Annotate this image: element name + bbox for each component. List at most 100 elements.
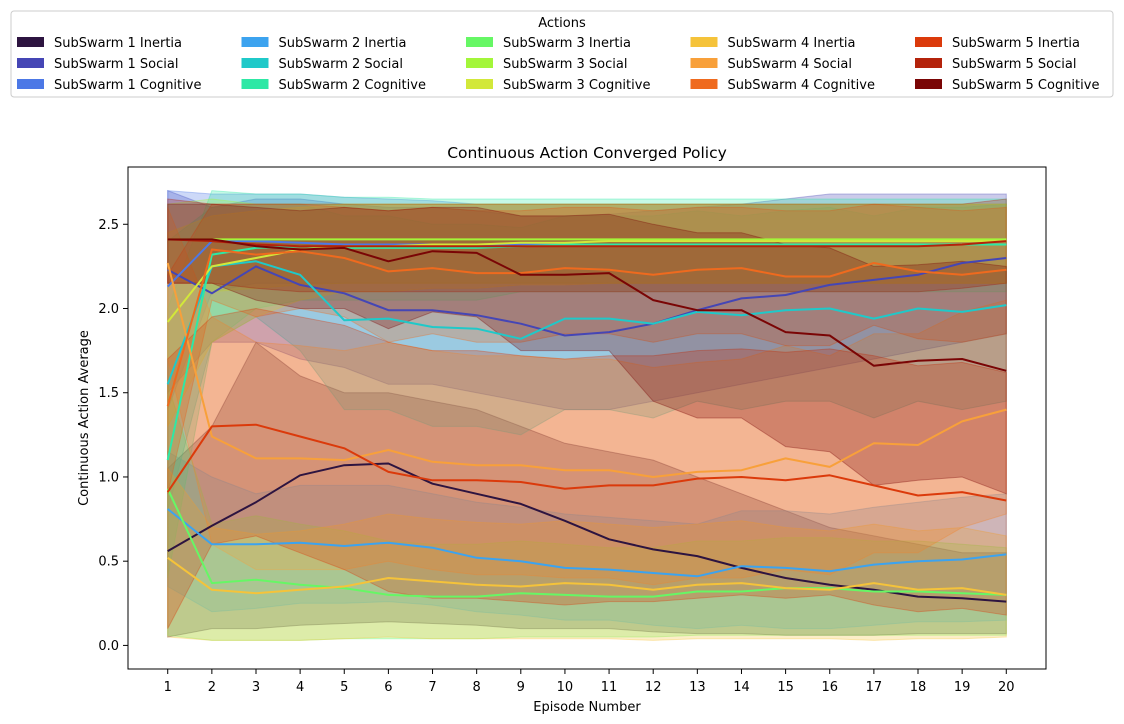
x-axis: 1 2 3 4 5 6 7 8 9 10 11 12 13 14 15 16 17 18 19 20 [164, 669, 1015, 695]
x-tick-label: 18 [910, 680, 927, 695]
legend-label: SubSwarm 5 Social [952, 57, 1076, 72]
legend-entry-subswarm-3-inertia: SubSwarm 3 Inertia [466, 36, 631, 51]
legend-swatch [690, 37, 718, 47]
legend-entry-subswarm-1-inertia: SubSwarm 1 Inertia [17, 36, 182, 51]
plot-area-frame [127, 166, 1047, 670]
legend-label: SubSwarm 1 Social [54, 57, 178, 72]
legend-label: SubSwarm 3 Cognitive [503, 78, 650, 93]
legend-label: SubSwarm 2 Social [279, 57, 403, 72]
legend-swatch [17, 58, 44, 68]
legend-label: SubSwarm 5 Inertia [952, 36, 1080, 51]
legend-label: SubSwarm 4 Cognitive [728, 78, 875, 93]
legend: Actions SubSwarm 1 Inertia SubSwarm 1 Soc… [10, 10, 1114, 98]
legend-entry-subswarm-5-cognitive: SubSwarm 5 Cognitive [915, 78, 1099, 93]
subswarm-5-inertia-line [166, 423, 1007, 502]
y-axis: 0.0 0.5 1.0 1.5 2.0 2.5 [98, 218, 128, 654]
x-tick-label: 17 [866, 680, 883, 695]
legend-swatch [17, 37, 44, 47]
chart-title: Continuous Action Converged Policy [447, 144, 727, 162]
x-tick-label: 20 [998, 680, 1015, 695]
x-tick-label: 7 [428, 680, 436, 695]
y-axis-label: Continuous Action Average [77, 330, 92, 506]
legend-label: SubSwarm 5 Cognitive [952, 78, 1099, 93]
x-tick-label: 14 [733, 680, 750, 695]
x-tick-label: 9 [517, 680, 525, 695]
legend-entry-subswarm-2-cognitive: SubSwarm 2 Cognitive [241, 78, 426, 93]
legend-swatch [466, 37, 493, 47]
x-tick-label: 11 [601, 680, 618, 695]
x-tick-label: 3 [252, 680, 260, 695]
y-tick-label: 0.0 [98, 639, 119, 654]
subswarm-4-social-band [167, 207, 1007, 586]
subswarm-2-inertia-line [167, 508, 1007, 578]
x-axis-label: Episode Number [533, 700, 641, 715]
subswarm-5-social-line [167, 238, 1007, 248]
legend-label: SubSwarm 3 Social [503, 57, 627, 72]
legend-entry-subswarm-1-cognitive: SubSwarm 1 Cognitive [17, 78, 201, 93]
x-tick-label: 6 [384, 680, 392, 695]
x-tick-label: 8 [473, 680, 481, 695]
legend-label: SubSwarm 4 Social [728, 57, 852, 72]
legend-label: SubSwarm 2 Cognitive [279, 78, 426, 93]
legend-frame [10, 10, 1114, 98]
subswarm-2-social-line [166, 260, 1007, 385]
x-tick-label: 15 [777, 680, 794, 695]
x-tick-label: 2 [208, 680, 216, 695]
legend-entry-subswarm-3-cognitive: SubSwarm 3 Cognitive [466, 78, 650, 93]
subswarm-1-social-line [167, 257, 1007, 337]
x-tick-label: 10 [557, 680, 574, 695]
legend-swatch [690, 79, 718, 89]
legend-label: SubSwarm 3 Inertia [503, 36, 631, 51]
legend-entry-subswarm-5-social: SubSwarm 5 Social [915, 57, 1076, 72]
legend-label: SubSwarm 4 Inertia [728, 36, 856, 51]
legend-swatch [915, 37, 942, 47]
subswarm-4-inertia-band [167, 466, 1007, 641]
legend-label: SubSwarm 1 Cognitive [54, 78, 201, 93]
legend-entry-subswarm-2-social: SubSwarm 2 Social [241, 57, 403, 72]
y-tick-label: 2.0 [98, 302, 119, 317]
legend-entry-subswarm-4-social: SubSwarm 4 Social [690, 57, 852, 72]
x-tick-label: 12 [645, 680, 662, 695]
subswarm-4-inertia-line [167, 556, 1007, 596]
y-tick-label: 1.0 [98, 470, 119, 485]
legend-swatch [466, 79, 493, 89]
legend-swatch [915, 79, 942, 89]
legend-label: SubSwarm 1 Inertia [54, 36, 182, 51]
series-lines [166, 238, 1007, 603]
legend-entry-subswarm-4-inertia: SubSwarm 4 Inertia [690, 36, 856, 51]
legend-entry-subswarm-3-social: SubSwarm 3 Social [466, 57, 627, 72]
legend-title: Actions [538, 16, 586, 31]
legend-swatch [241, 37, 269, 47]
legend-swatch [241, 58, 269, 68]
subswarm-3-inertia-band [167, 384, 1007, 641]
legend-swatch [690, 58, 718, 68]
x-tick-label: 4 [296, 680, 304, 695]
x-tick-label: 5 [340, 680, 348, 695]
legend-swatch [915, 58, 942, 68]
legend-entry-subswarm-1-social: SubSwarm 1 Social [17, 57, 178, 72]
subswarm-2-inertia-band [167, 450, 1007, 630]
subswarm-3-cognitive-band [167, 203, 1007, 427]
y-tick-label: 2.5 [98, 218, 119, 233]
subswarm-4-cognitive-line [166, 248, 1007, 407]
subswarm-1-inertia-band [167, 341, 1007, 638]
legend-entry-subswarm-2-inertia: SubSwarm 2 Inertia [241, 36, 407, 51]
subswarm-4-social-line [166, 262, 1007, 478]
legend-entry-subswarm-4-cognitive: SubSwarm 4 Cognitive [690, 78, 875, 93]
subswarm-2-social-band [167, 203, 1007, 511]
x-tick-label: 16 [821, 680, 838, 695]
x-tick-label: 19 [954, 680, 971, 695]
subswarm-5-cognitive-line [167, 238, 1007, 372]
legend-swatch [241, 79, 269, 89]
subswarm-1-inertia-line [167, 462, 1007, 603]
legend-swatch [466, 58, 493, 68]
confidence-bands [167, 189, 1007, 641]
subswarm-2-cognitive-band [167, 190, 1007, 579]
legend-swatch [17, 79, 44, 89]
x-tick-label: 13 [689, 680, 706, 695]
y-tick-label: 1.5 [98, 386, 119, 401]
legend-entry-subswarm-5-inertia: SubSwarm 5 Inertia [915, 36, 1080, 51]
y-tick-label: 0.5 [98, 555, 119, 570]
legend-label: SubSwarm 2 Inertia [279, 36, 407, 51]
